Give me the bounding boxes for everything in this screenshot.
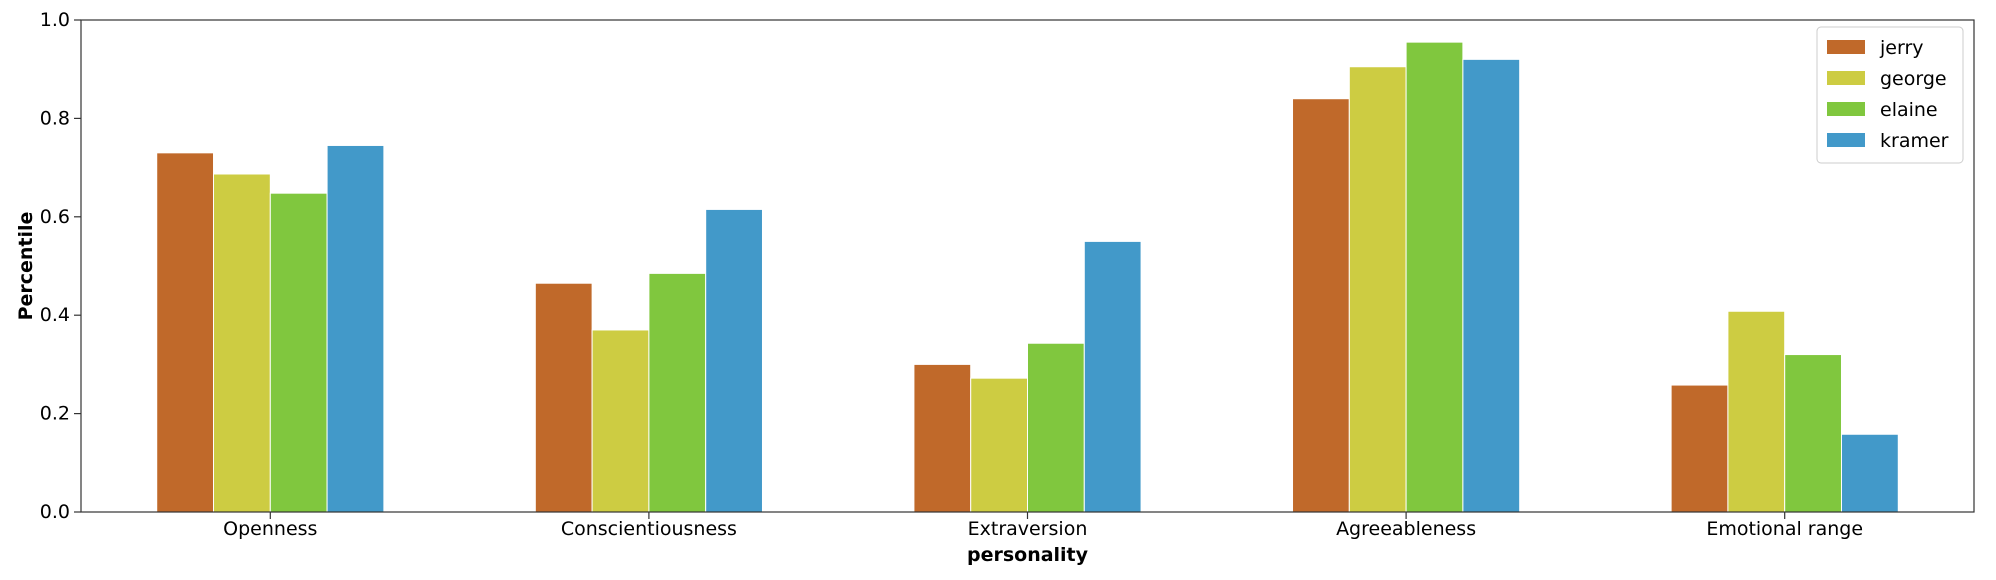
- bar-jerry-conscientiousness: [534, 282, 593, 513]
- legend: jerry george elaine kramer: [1816, 26, 1964, 164]
- bar-elaine-openness: [269, 192, 328, 513]
- bar-kramer-emotional-range: [1840, 433, 1899, 513]
- x-tick-label: Agreeableness: [1336, 518, 1476, 540]
- legend-swatch-george: [1827, 71, 1865, 85]
- legend-swatch-kramer: [1827, 133, 1865, 147]
- bar-elaine-agreeableness: [1405, 41, 1464, 513]
- bar-george-emotional-range: [1727, 310, 1786, 513]
- legend-swatch-jerry: [1827, 40, 1865, 54]
- y-axis: 0.0 0.2 0.4 0.6 0.8 1.0: [40, 9, 81, 523]
- legend-frame: [1816, 26, 1964, 164]
- legend-label-george: george: [1880, 68, 1947, 90]
- y-tick-label: 0.0: [40, 501, 70, 523]
- legend-label-kramer: kramer: [1880, 130, 1949, 152]
- legend-label-elaine: elaine: [1880, 99, 1938, 121]
- bar-jerry-openness: [156, 152, 215, 513]
- bar-george-conscientiousness: [591, 329, 650, 513]
- x-axis: Openness Conscientiousness Extraversion Agr…: [223, 512, 1863, 540]
- y-axis-title: Percentile: [15, 212, 37, 321]
- y-tick-label: 0.2: [40, 403, 70, 425]
- bar-jerry-emotional-range: [1670, 384, 1729, 513]
- bar-elaine-extraversion: [1027, 342, 1085, 513]
- bar-elaine-emotional-range: [1784, 354, 1842, 513]
- bar-george-extraversion: [970, 377, 1029, 513]
- bar-george-openness: [213, 173, 271, 513]
- bar-kramer-conscientiousness: [705, 208, 763, 513]
- legend-label-jerry: jerry: [1879, 37, 1924, 59]
- bar-elaine-conscientiousness: [648, 272, 707, 513]
- y-tick-label: 0.6: [40, 206, 70, 228]
- legend-swatch-elaine: [1827, 102, 1865, 116]
- bar-jerry-agreeableness: [1292, 98, 1350, 513]
- x-tick-label: Openness: [223, 518, 317, 540]
- x-tick-label: Emotional range: [1706, 518, 1863, 540]
- y-tick-label: 0.4: [40, 304, 70, 326]
- x-tick-label: Extraversion: [968, 518, 1088, 540]
- x-tick-label: Conscientiousness: [561, 518, 737, 540]
- bar-kramer-openness: [326, 144, 385, 513]
- bar-kramer-extraversion: [1083, 240, 1142, 513]
- bar-george-agreeableness: [1348, 66, 1407, 513]
- x-axis-title: personality: [967, 544, 1089, 566]
- bars-group: [156, 41, 1899, 513]
- y-tick-label: 0.8: [40, 107, 70, 129]
- y-tick-label: 1.0: [40, 9, 70, 31]
- bar-jerry-extraversion: [913, 363, 972, 513]
- bar-kramer-agreeableness: [1462, 58, 1521, 513]
